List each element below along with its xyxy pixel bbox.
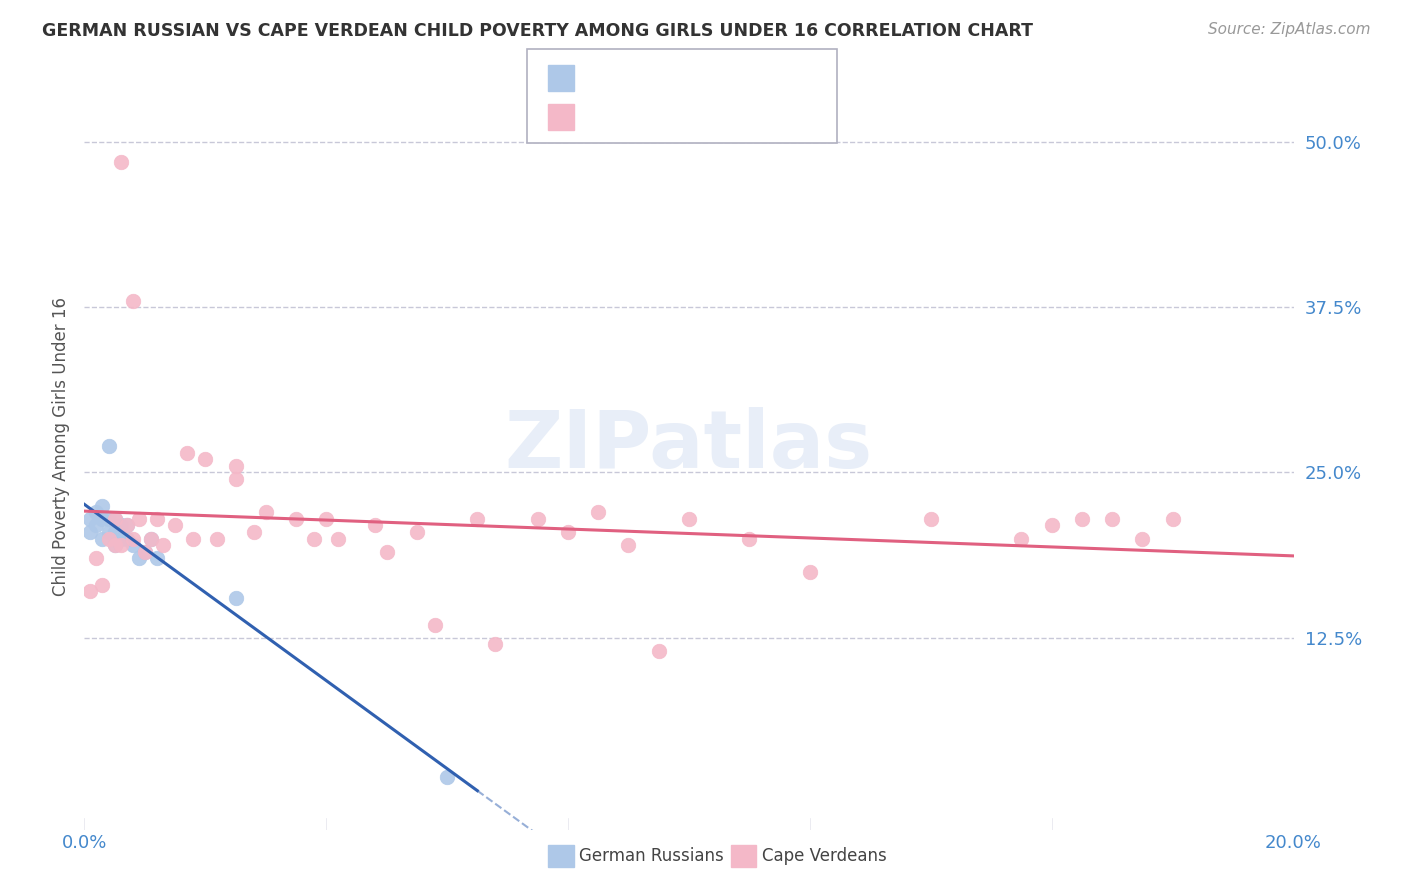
Point [1040,518,1063,533]
Point [678,512,700,526]
Text: N =: N = [725,71,768,90]
Point [527,512,550,526]
Point [91,499,114,513]
Text: -0.592: -0.592 [638,71,706,90]
Point [165,518,187,533]
Point [194,452,217,467]
Point [363,518,385,533]
Point [110,154,132,169]
Point [423,617,446,632]
Point [91,512,114,526]
Point [79,512,101,526]
Point [104,512,127,526]
Point [588,505,610,519]
Point [406,524,429,539]
Point [1101,512,1123,526]
Point [134,545,156,559]
Y-axis label: Child Poverty Among Girls Under 16: Child Poverty Among Girls Under 16 [52,296,70,596]
Point [104,512,127,526]
Text: N =: N = [725,110,768,129]
Text: GERMAN RUSSIAN VS CAPE VERDEAN CHILD POVERTY AMONG GIRLS UNDER 16 CORRELATION CH: GERMAN RUSSIAN VS CAPE VERDEAN CHILD POV… [42,22,1033,40]
Text: R =: R = [585,71,626,90]
Point [146,551,169,566]
Point [328,532,350,546]
Point [302,532,325,546]
Point [110,532,132,546]
Point [139,532,162,546]
Point [181,532,204,546]
Point [225,591,247,606]
Point [139,532,162,546]
Point [110,518,132,533]
Point [79,584,101,599]
Point [104,524,127,539]
Text: 0.135: 0.135 [638,110,697,129]
Point [207,532,229,546]
Point [225,458,247,473]
Point [285,512,308,526]
Point [1161,512,1184,526]
Point [86,518,108,533]
Point [134,545,156,559]
Point [86,551,108,566]
Point [79,524,101,539]
Text: 24: 24 [775,71,800,90]
Point [648,644,671,658]
Point [738,532,761,546]
Point [121,538,143,552]
Point [242,524,264,539]
Point [315,512,337,526]
Point [104,538,127,552]
Point [146,512,169,526]
Point [128,551,150,566]
Point [115,518,138,533]
Text: Cape Verdeans: Cape Verdeans [762,847,887,865]
Point [1071,512,1094,526]
Point [97,439,120,453]
Text: R =: R = [585,110,631,129]
Point [128,512,150,526]
Text: Source: ZipAtlas.com: Source: ZipAtlas.com [1208,22,1371,37]
Point [1011,532,1033,546]
Point [799,565,821,579]
Point [375,545,398,559]
Point [97,524,120,539]
Point [225,472,247,486]
Point [920,512,942,526]
Point [617,538,640,552]
Point [104,538,127,552]
Point [121,532,143,546]
Text: German Russians: German Russians [579,847,724,865]
Point [115,532,138,546]
Point [91,578,114,592]
Text: 50: 50 [775,110,800,129]
Point [467,512,489,526]
Point [110,538,132,552]
Point [86,505,108,519]
Point [254,505,277,519]
Point [97,512,120,526]
Point [484,637,506,651]
Point [436,770,458,784]
Text: ZIPatlas: ZIPatlas [505,407,873,485]
Point [557,524,579,539]
Point [121,293,143,308]
Point [152,538,174,552]
Point [91,532,114,546]
Point [1130,532,1153,546]
Point [176,445,198,459]
Point [97,532,120,546]
Point [115,518,138,533]
